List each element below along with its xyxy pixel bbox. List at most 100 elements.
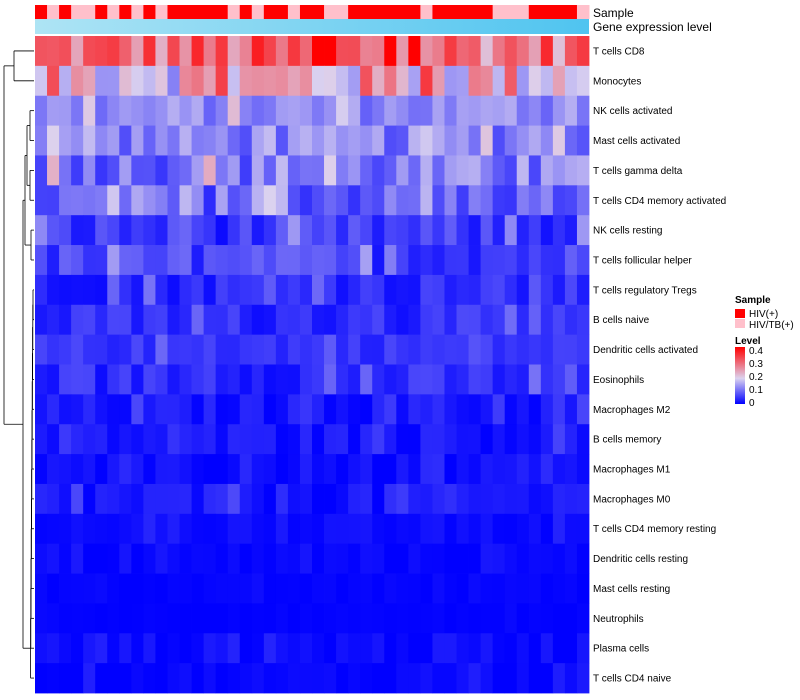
legend: Sample HIV(+) HIV/TB(+) Level 0.4 0.3 0.…: [735, 295, 794, 409]
heatmap-cell: [384, 364, 397, 395]
heatmap-cell: [47, 215, 60, 246]
heatmap-cell: [576, 185, 590, 216]
heatmap-cell: [540, 394, 554, 425]
heatmap-cell: [336, 633, 349, 664]
heatmap-cell: [312, 364, 325, 395]
sample-annotation-cell: [251, 5, 265, 19]
row-label: Dendritic cells activated: [593, 345, 698, 356]
heatmap-cell: [275, 513, 289, 545]
sample-annotation-cell: [83, 5, 96, 19]
heatmap-cell: [348, 185, 361, 216]
heatmap-cell: [131, 215, 144, 246]
heatmap-cell: [239, 424, 253, 455]
heatmap-cell: [83, 454, 96, 485]
heatmap-cell: [312, 245, 325, 276]
heatmap-cell: [47, 424, 60, 455]
heatmap-cell: [372, 155, 385, 186]
heatmap-cell: [239, 364, 253, 395]
heatmap-cell: [83, 483, 96, 515]
heatmap-cell: [191, 65, 205, 97]
sample-annotation-cell: [119, 5, 132, 19]
heatmap-cell: [59, 36, 72, 67]
heatmap-cell: [540, 603, 554, 634]
sample-annotation-cell: [191, 5, 205, 19]
heatmap-cell: [287, 304, 301, 336]
sample-annotation-cell: [432, 5, 445, 19]
heatmap-cell: [131, 65, 144, 97]
heatmap-cell: [444, 36, 457, 67]
heatmap-cell: [239, 245, 253, 276]
heatmap-cell: [348, 334, 361, 365]
heatmap-cell: [504, 125, 518, 156]
heatmap-cell: [167, 454, 180, 485]
heatmap-cell: [155, 543, 168, 574]
heatmap-cell: [203, 633, 217, 664]
heatmap-cell: [480, 543, 494, 574]
heatmap-cell: [456, 424, 469, 455]
heatmap-cell: [432, 36, 445, 67]
heatmap-cell: [420, 543, 433, 574]
heatmap-cell: [143, 364, 156, 395]
heatmap-cell: [191, 334, 205, 365]
heatmap-cell: [143, 543, 156, 574]
sample-annotation-cell: [528, 5, 542, 19]
heatmap-cell: [384, 454, 397, 485]
heatmap-cell: [71, 65, 84, 97]
heatmap-cell: [227, 364, 241, 395]
heatmap-cell: [420, 573, 433, 604]
heatmap-cell: [191, 543, 205, 574]
heatmap-cell: [576, 65, 590, 97]
heatmap-cell: [299, 304, 313, 336]
heatmap-cell: [131, 125, 144, 156]
heatmap-cell: [312, 215, 325, 246]
heatmap-cell: [552, 573, 566, 604]
heatmap-cell: [348, 245, 361, 276]
heatmap-cell: [191, 125, 205, 156]
heatmap-cell: [504, 543, 518, 574]
heatmap-cell: [299, 334, 313, 365]
heatmap-cell: [552, 95, 566, 126]
heatmap-cell: [263, 603, 277, 634]
heatmap-cell: [95, 334, 108, 365]
heatmap-cell: [360, 334, 373, 365]
row-label: Neutrophils: [593, 614, 644, 625]
heatmap-cell: [167, 125, 180, 156]
heatmap-cell: [59, 274, 72, 306]
heatmap-cell: [35, 633, 48, 664]
heatmap-cell: [564, 274, 578, 306]
heatmap-cell: [47, 663, 60, 694]
heatmap-cell: [576, 274, 590, 306]
heatmap-cell: [504, 483, 518, 515]
heatmap-cell: [155, 155, 168, 186]
heatmap-cell: [432, 274, 445, 306]
heatmap-cell: [167, 573, 180, 604]
heatmap-cell: [83, 364, 96, 395]
heatmap-cell: [336, 603, 349, 634]
heatmap-cell: [504, 603, 518, 634]
heatmap-cell: [47, 573, 60, 604]
heatmap-cell: [59, 95, 72, 126]
heatmap-cell: [480, 364, 494, 395]
sample-annotation-cell: [107, 5, 120, 19]
heatmap-cell: [576, 394, 590, 425]
heatmap-cell: [312, 65, 325, 97]
heatmap-cell: [528, 663, 542, 694]
heatmap-cell: [275, 245, 289, 276]
heatmap-cell: [324, 364, 337, 395]
heatmap-cell: [215, 245, 229, 276]
heatmap-cell: [576, 543, 590, 574]
heatmap-cell: [131, 245, 144, 276]
heatmap-cell: [516, 245, 530, 276]
heatmap-cell: [552, 65, 566, 97]
heatmap-cell: [480, 513, 494, 545]
heatmap-cell: [155, 304, 168, 336]
heatmap-cell: [299, 483, 313, 515]
heatmap-cell: [360, 573, 373, 604]
heatmap-cell: [516, 65, 530, 97]
heatmap-cell: [227, 334, 241, 365]
heatmap-cell: [336, 65, 349, 97]
heatmap-cell: [131, 483, 144, 515]
heatmap-cell: [263, 424, 277, 455]
heatmap-cell: [504, 215, 518, 246]
